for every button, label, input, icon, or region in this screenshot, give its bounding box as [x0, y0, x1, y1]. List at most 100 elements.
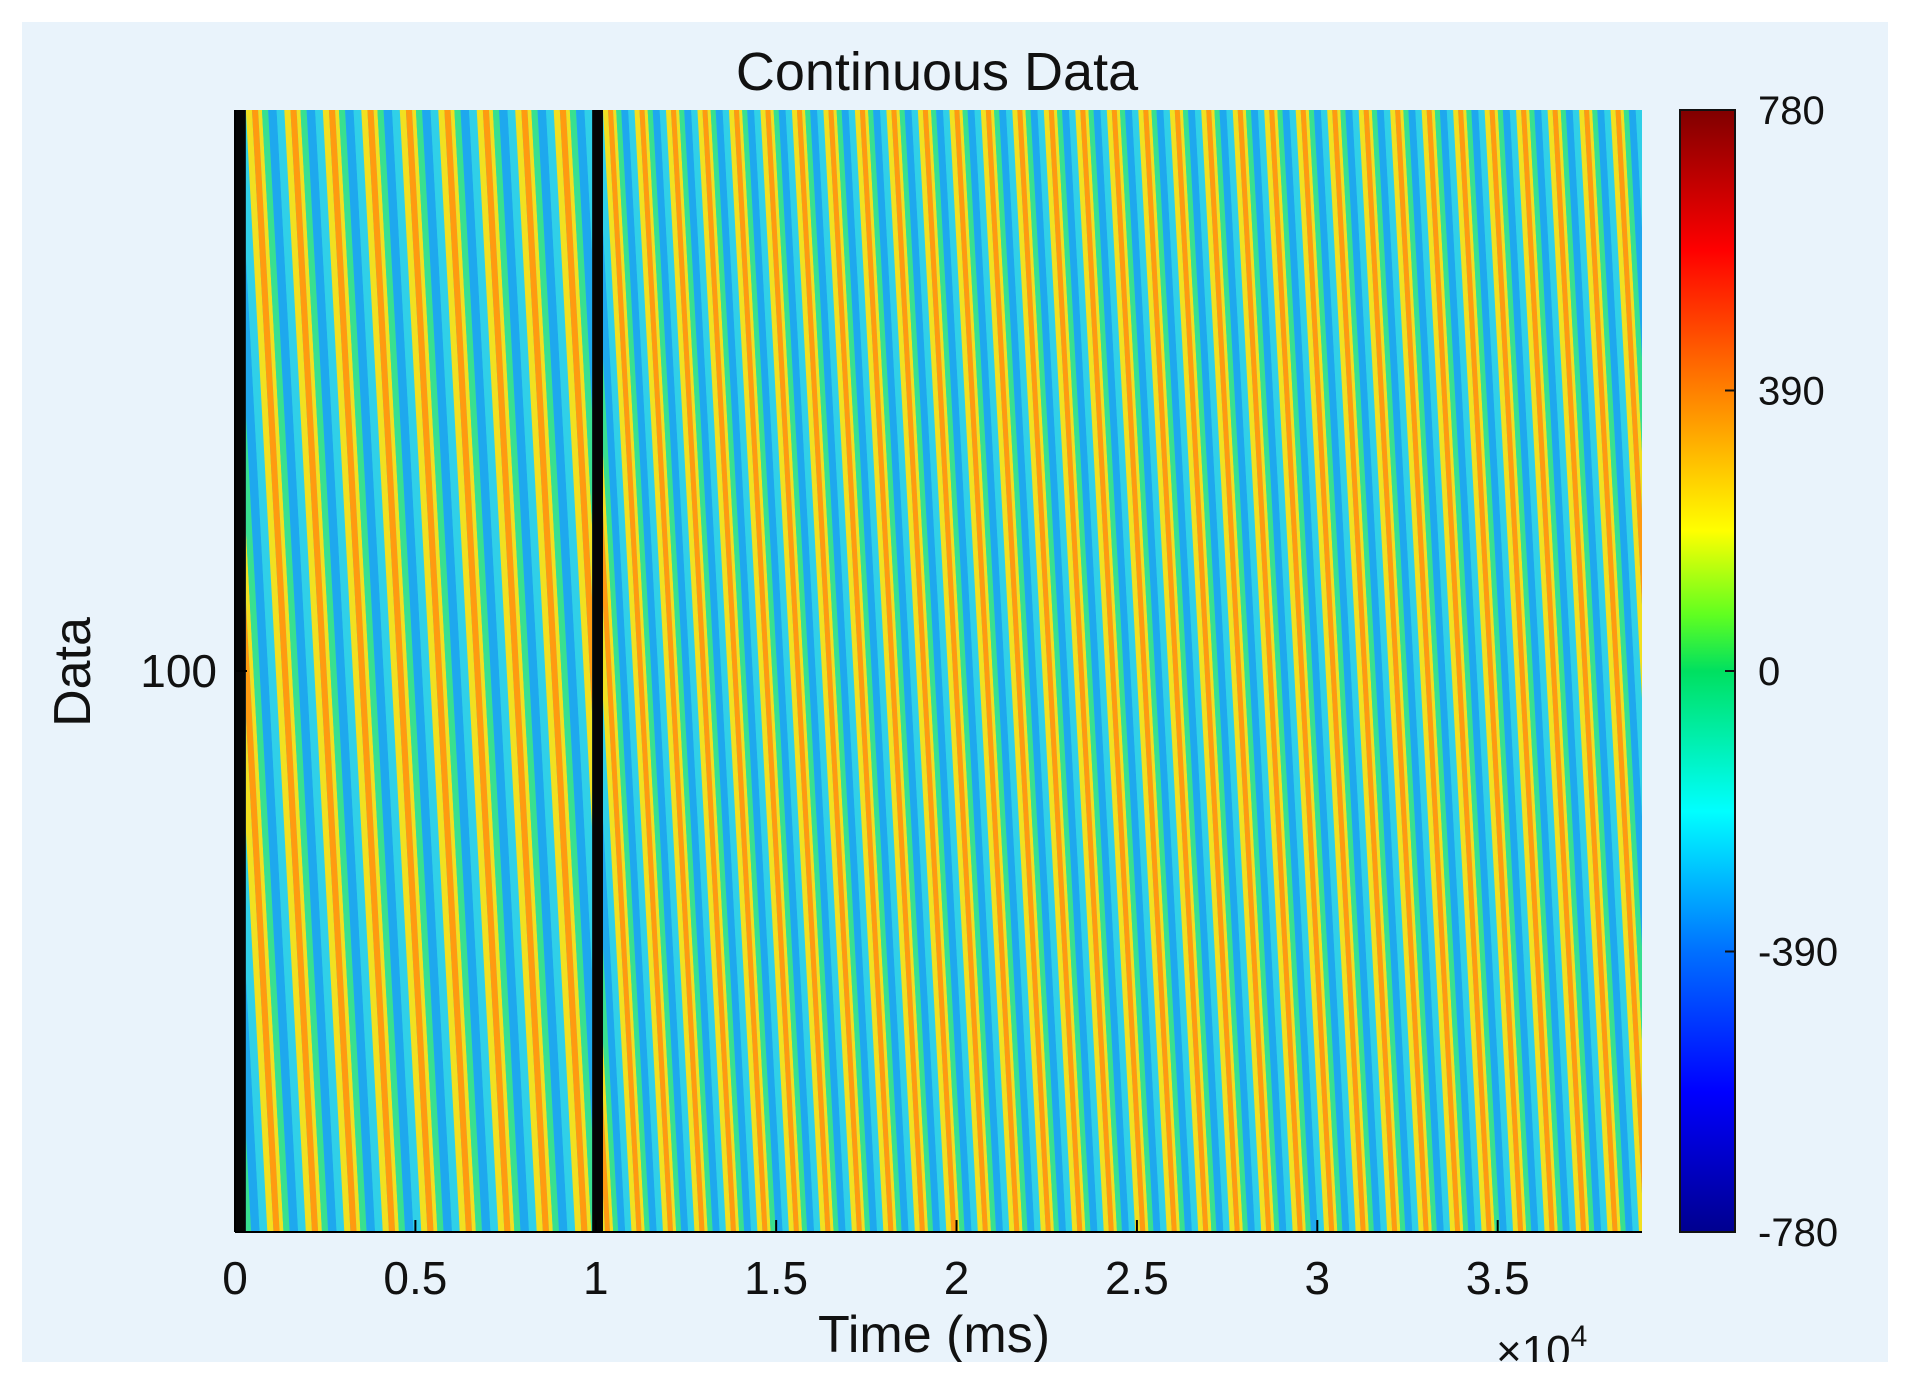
stripe-band [1151, 110, 1217, 1232]
stripe-band [1274, 110, 1338, 1232]
stripe-band [1005, 110, 1073, 1232]
stripe-band [659, 110, 726, 1232]
stripe-band [1463, 110, 1527, 1232]
stripe-band [974, 110, 1041, 1232]
stripe-band [1214, 110, 1280, 1232]
stripe-band [805, 110, 871, 1232]
stripe-band [1592, 110, 1642, 1041]
stripe-band [739, 110, 803, 1232]
stripe-band [722, 110, 789, 1232]
x-tick-label: 0 [222, 1252, 248, 1304]
stripe-band [1179, 110, 1243, 1232]
stripe-band [868, 110, 934, 1232]
stripe-band [647, 110, 713, 1232]
stripe-band [454, 110, 521, 1232]
stripe-band [1080, 110, 1146, 1232]
stripe-band [891, 110, 957, 1232]
colorbar-tick-label: -780 [1758, 1211, 1838, 1255]
stripe-band [367, 110, 434, 1232]
stripe-band [823, 110, 889, 1232]
x-axis-label: Time (ms) [818, 1306, 1050, 1362]
colorbar-ticks: 780 390 0 -390 -780 [1725, 89, 1838, 1255]
stripe-band [608, 110, 674, 1232]
stripe-band [1484, 110, 1550, 1232]
stripe-band [1541, 110, 1608, 1232]
stripe-band [1143, 110, 1209, 1232]
stripe-band [1100, 110, 1167, 1232]
stripe-band [1111, 110, 1177, 1232]
y-tick-label: 100 [140, 645, 217, 697]
stripe-band [1305, 110, 1369, 1232]
stripe-band [1494, 110, 1558, 1232]
stripe-band [373, 110, 438, 1232]
x-tick-label: 3.5 [1466, 1252, 1530, 1304]
stripe-band [515, 110, 582, 1232]
stripe-band [430, 110, 499, 1232]
stripe-band [1620, 110, 1642, 511]
stripe-band [707, 110, 771, 1232]
stripe-band [1400, 110, 1464, 1232]
stripe-band [943, 110, 1010, 1232]
x-exponent-label: ×104 [1496, 1320, 1587, 1362]
figure-panel: 0 0.5 1 1.5 2 2.5 3 3.5 100 Continuous Data Tim… [22, 22, 1888, 1362]
stripe-band [684, 110, 752, 1232]
x-tick-label: 2 [944, 1252, 970, 1304]
stripe-band [1471, 110, 1539, 1232]
stripe-band [1340, 110, 1406, 1232]
stripe-band [322, 110, 389, 1232]
stripe-band [1025, 110, 1091, 1232]
gap-bar [592, 110, 603, 1232]
stripe-band [1237, 110, 1303, 1232]
x-tick-label: 2.5 [1105, 1252, 1169, 1304]
stripe-band [1426, 110, 1492, 1232]
stripe-band [1408, 110, 1476, 1232]
stripe-band [1226, 110, 1293, 1232]
stripe-band [710, 110, 776, 1232]
stripe-band [676, 110, 740, 1232]
stripe-band [1295, 110, 1361, 1232]
stripe-band [1635, 110, 1642, 228]
stripe-band [1131, 110, 1199, 1232]
stripe-band [602, 1193, 606, 1232]
stripe-band [1615, 110, 1642, 605]
stripe-band [999, 110, 1066, 1232]
stripe-band [1257, 110, 1325, 1232]
stripe-band [1421, 110, 1487, 1232]
stripe-band [1116, 110, 1180, 1232]
stripe-band [565, 110, 593, 600]
stripe-band [258, 110, 322, 1232]
stripe-band [754, 110, 821, 1232]
stripe-band [1352, 110, 1419, 1232]
stripe-band [315, 110, 383, 1232]
stripe-band [796, 110, 862, 1232]
stripe-band [899, 110, 965, 1232]
stripe-band [545, 110, 593, 974]
stripe-band [1163, 110, 1230, 1232]
stripe-band [1453, 110, 1519, 1232]
stripe-band [628, 110, 695, 1232]
stripe-band [1439, 110, 1507, 1232]
stripe-band [1308, 110, 1374, 1232]
stripe-band [399, 110, 466, 1232]
stripe-band [1458, 110, 1524, 1232]
stripe-band [833, 110, 897, 1232]
stripe-band [1371, 110, 1437, 1232]
stripe-band [665, 110, 731, 1232]
stripe-band [702, 110, 768, 1232]
stripe-band [670, 110, 737, 1232]
stripe-band [1579, 110, 1642, 1232]
stripe-band [1529, 110, 1595, 1232]
stripe-band [613, 110, 677, 1232]
y-axis-label: Data [44, 617, 102, 727]
stripe-band [450, 110, 515, 1232]
stripe-band [1085, 110, 1149, 1232]
stripe-band [1232, 110, 1298, 1232]
stripe-band [917, 110, 983, 1232]
stripe-band [438, 110, 505, 1232]
stripe-band [634, 110, 700, 1232]
stripe-band [747, 110, 815, 1232]
stripe-band [1584, 110, 1642, 1194]
stripe-band [1390, 110, 1456, 1232]
stripe-band [306, 110, 376, 1232]
x-tick-label: 1.5 [744, 1252, 808, 1304]
